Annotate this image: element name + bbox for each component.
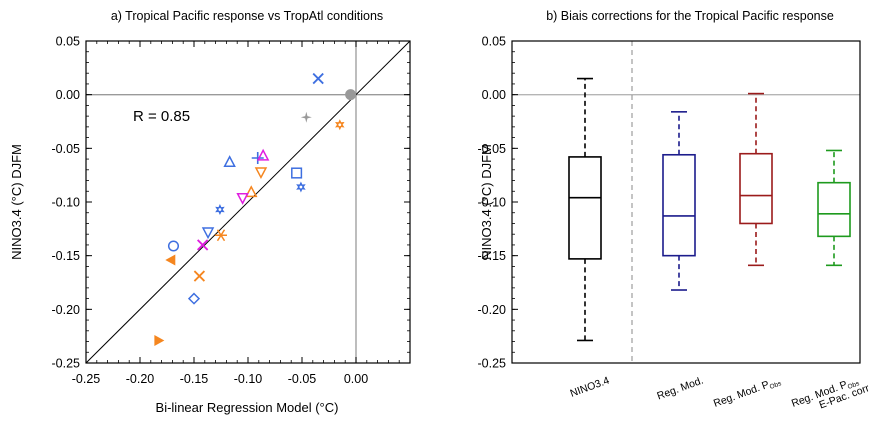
scatter-point xyxy=(244,185,258,198)
boxplot-panel: b) Biais corrections for the Tropical Pa… xyxy=(478,9,870,411)
scatter-point xyxy=(296,181,306,193)
category-label: NINO3.4 xyxy=(569,374,612,399)
y-tick-label: 0.00 xyxy=(56,88,80,102)
box xyxy=(662,111,696,291)
scatter-x-label: Bi-linear Regression Model (°C) xyxy=(156,400,339,415)
category-label-text: NINO3.4 xyxy=(569,374,612,399)
y-tick-label: 0.00 xyxy=(482,88,506,102)
scatter-point xyxy=(215,204,225,216)
scatter-point xyxy=(345,89,357,101)
y-tick-label: -0.20 xyxy=(478,303,507,317)
iqr-box xyxy=(739,152,773,225)
boxplot-title: b) Biais corrections for the Tropical Pa… xyxy=(546,9,834,23)
category-label-subscript: Obs xyxy=(769,380,783,391)
x-tick-label: -0.25 xyxy=(72,372,101,386)
y-tick-label: -0.05 xyxy=(52,142,81,156)
scatter-point xyxy=(254,167,268,180)
boxplot-axes-frame xyxy=(511,40,861,364)
scatter-point xyxy=(193,270,206,282)
scatter-point xyxy=(165,254,176,266)
box xyxy=(739,92,773,267)
scatter-point xyxy=(215,229,227,242)
correlation-annotation: R = 0.85 xyxy=(133,108,190,125)
y-tick-label: 0.05 xyxy=(56,35,80,49)
y-tick-label: -0.20 xyxy=(52,303,81,317)
iqr-box xyxy=(568,156,602,260)
scatter-y-label: NINO3.4 (°C) DJFM xyxy=(9,144,24,260)
x-tick-label: -0.10 xyxy=(234,372,263,386)
y-tick-label: -0.10 xyxy=(478,196,507,210)
scatter-title: a) Tropical Pacific response vs TropAtl … xyxy=(111,9,383,23)
y-axis-ticks: 0.05 0.00 -0.05 -0.10 -0.15 -0.20 -0.25 xyxy=(52,35,410,371)
scatter-point xyxy=(187,292,201,305)
y-tick-label: -0.25 xyxy=(52,357,81,371)
iqr-box xyxy=(662,153,696,257)
x-tick-label: 0.00 xyxy=(344,372,368,386)
scatter-point xyxy=(300,111,312,123)
y-tick-label: 0.05 xyxy=(482,35,506,49)
scatter-point xyxy=(154,334,165,346)
y-tick-label: -0.15 xyxy=(478,249,507,263)
identity-line xyxy=(85,40,411,364)
x-tick-label: -0.15 xyxy=(180,372,209,386)
x-tick-label: -0.20 xyxy=(126,372,155,386)
x-tick-label: -0.05 xyxy=(288,372,317,386)
category-label: Reg. Mod. xyxy=(655,375,705,403)
reference-lines xyxy=(512,41,860,363)
y-axis-ticks: 0.05 0.00 -0.05 -0.10 -0.15 -0.20 -0.25 xyxy=(478,35,518,371)
scatter-point xyxy=(312,72,324,85)
scatter-point xyxy=(251,151,264,164)
scatter-point xyxy=(256,148,270,161)
scatter-points xyxy=(154,72,357,346)
iqr-box xyxy=(817,181,851,238)
boxes xyxy=(568,77,851,342)
category-label-text: Reg. Mod. PObs xyxy=(712,374,783,411)
box xyxy=(568,77,602,342)
scatter-point xyxy=(197,239,209,251)
box xyxy=(817,149,851,267)
scatter-point xyxy=(167,240,180,252)
scatter-point xyxy=(223,155,236,168)
boxplot-y-label: NINO3.4 (°C) DJFM xyxy=(479,144,494,260)
one-to-one-line xyxy=(85,40,411,364)
x-axis-ticks: -0.25 -0.20 -0.15 -0.10 -0.05 0.00 xyxy=(72,41,411,386)
category-labels: NINO3.4 Reg. Mod. Reg. Mod. PObs Reg. Mod. … xyxy=(569,374,870,411)
scatter-point xyxy=(201,227,215,240)
category-label-text: Reg. Mod. xyxy=(655,375,705,403)
y-tick-label: -0.25 xyxy=(478,357,507,371)
y-tick-label: -0.10 xyxy=(52,196,81,210)
scatter-point xyxy=(291,167,303,179)
y-tick-label: -0.15 xyxy=(52,249,81,263)
y-tick-label: -0.05 xyxy=(478,142,507,156)
category-label: Reg. Mod. PObs xyxy=(712,374,783,411)
scatter-point xyxy=(236,192,249,205)
scatter-panel: a) Tropical Pacific response vs TropAtl … xyxy=(9,9,411,415)
category-label-subscript: Obs xyxy=(847,380,861,391)
scatter-point xyxy=(335,119,345,131)
